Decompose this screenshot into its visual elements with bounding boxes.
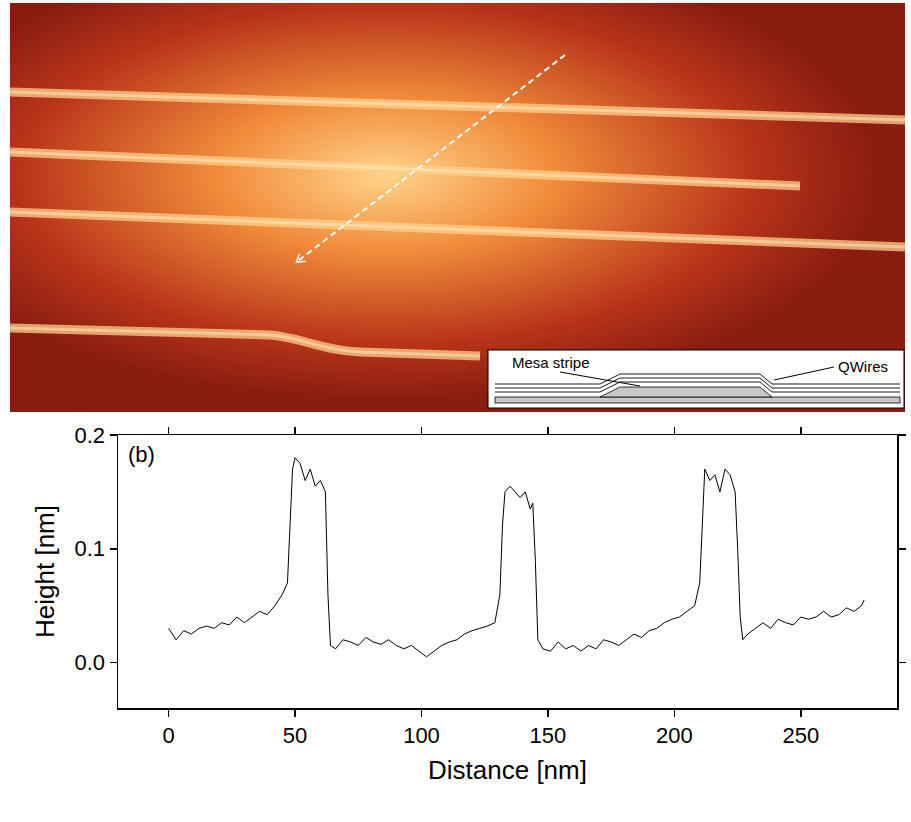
svg-text:250: 250 (783, 723, 820, 748)
svg-text:0.0: 0.0 (75, 650, 106, 675)
svg-text:50: 50 (283, 723, 307, 748)
svg-text:0.2: 0.2 (75, 423, 106, 448)
svg-text:Distance [nm]: Distance [nm] (428, 755, 587, 785)
svg-text:0.1: 0.1 (75, 536, 106, 561)
svg-text:150: 150 (530, 723, 567, 748)
svg-text:(b): (b) (128, 442, 155, 467)
svg-text:100: 100 (403, 723, 440, 748)
svg-text:0: 0 (162, 723, 174, 748)
svg-text:QWires: QWires (838, 358, 888, 375)
svg-text:200: 200 (656, 723, 693, 748)
svg-text:Mesa stripe: Mesa stripe (512, 354, 590, 371)
svg-text:Height [nm]: Height [nm] (30, 505, 60, 638)
